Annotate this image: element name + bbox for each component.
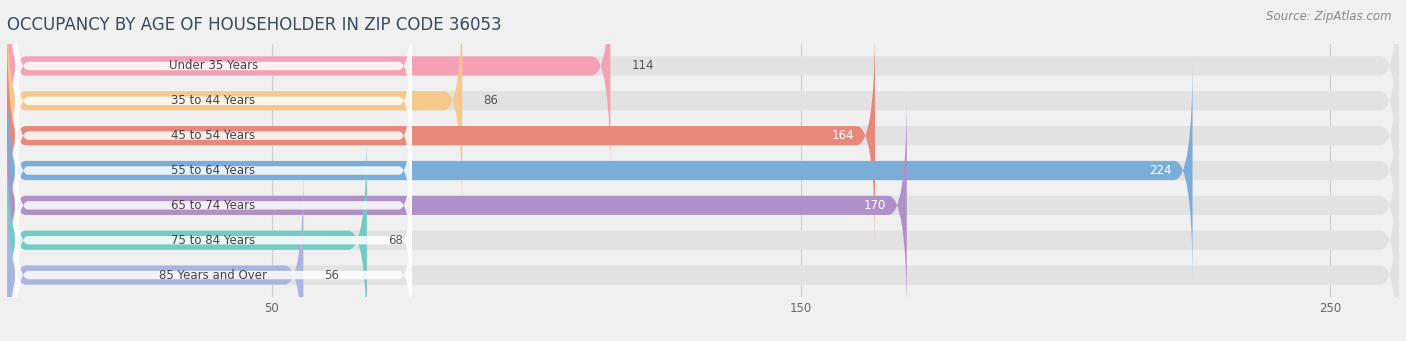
- Text: 68: 68: [388, 234, 404, 247]
- Text: 86: 86: [484, 94, 498, 107]
- Text: OCCUPANCY BY AGE OF HOUSEHOLDER IN ZIP CODE 36053: OCCUPANCY BY AGE OF HOUSEHOLDER IN ZIP C…: [7, 16, 502, 34]
- FancyBboxPatch shape: [7, 0, 610, 178]
- FancyBboxPatch shape: [7, 163, 304, 341]
- Text: 170: 170: [863, 199, 886, 212]
- Text: 224: 224: [1149, 164, 1171, 177]
- Text: 114: 114: [631, 59, 654, 72]
- FancyBboxPatch shape: [7, 23, 875, 248]
- Text: 85 Years and Over: 85 Years and Over: [159, 269, 267, 282]
- FancyBboxPatch shape: [7, 0, 463, 213]
- Text: Under 35 Years: Under 35 Years: [169, 59, 259, 72]
- FancyBboxPatch shape: [7, 23, 1399, 248]
- Text: 55 to 64 Years: 55 to 64 Years: [172, 164, 256, 177]
- FancyBboxPatch shape: [15, 88, 412, 253]
- FancyBboxPatch shape: [15, 157, 412, 323]
- FancyBboxPatch shape: [15, 0, 412, 149]
- Text: 45 to 54 Years: 45 to 54 Years: [172, 129, 256, 142]
- FancyBboxPatch shape: [7, 128, 1399, 341]
- FancyBboxPatch shape: [7, 128, 367, 341]
- FancyBboxPatch shape: [7, 93, 907, 318]
- FancyBboxPatch shape: [7, 0, 1399, 213]
- FancyBboxPatch shape: [15, 192, 412, 341]
- Text: 35 to 44 Years: 35 to 44 Years: [172, 94, 256, 107]
- FancyBboxPatch shape: [7, 93, 1399, 318]
- FancyBboxPatch shape: [7, 58, 1399, 283]
- Text: 164: 164: [831, 129, 853, 142]
- FancyBboxPatch shape: [7, 163, 1399, 341]
- FancyBboxPatch shape: [7, 58, 1192, 283]
- FancyBboxPatch shape: [7, 0, 1399, 178]
- Text: Source: ZipAtlas.com: Source: ZipAtlas.com: [1267, 10, 1392, 23]
- Text: 75 to 84 Years: 75 to 84 Years: [172, 234, 256, 247]
- Text: 56: 56: [325, 269, 339, 282]
- FancyBboxPatch shape: [15, 18, 412, 184]
- FancyBboxPatch shape: [15, 122, 412, 288]
- FancyBboxPatch shape: [15, 53, 412, 219]
- Text: 65 to 74 Years: 65 to 74 Years: [172, 199, 256, 212]
